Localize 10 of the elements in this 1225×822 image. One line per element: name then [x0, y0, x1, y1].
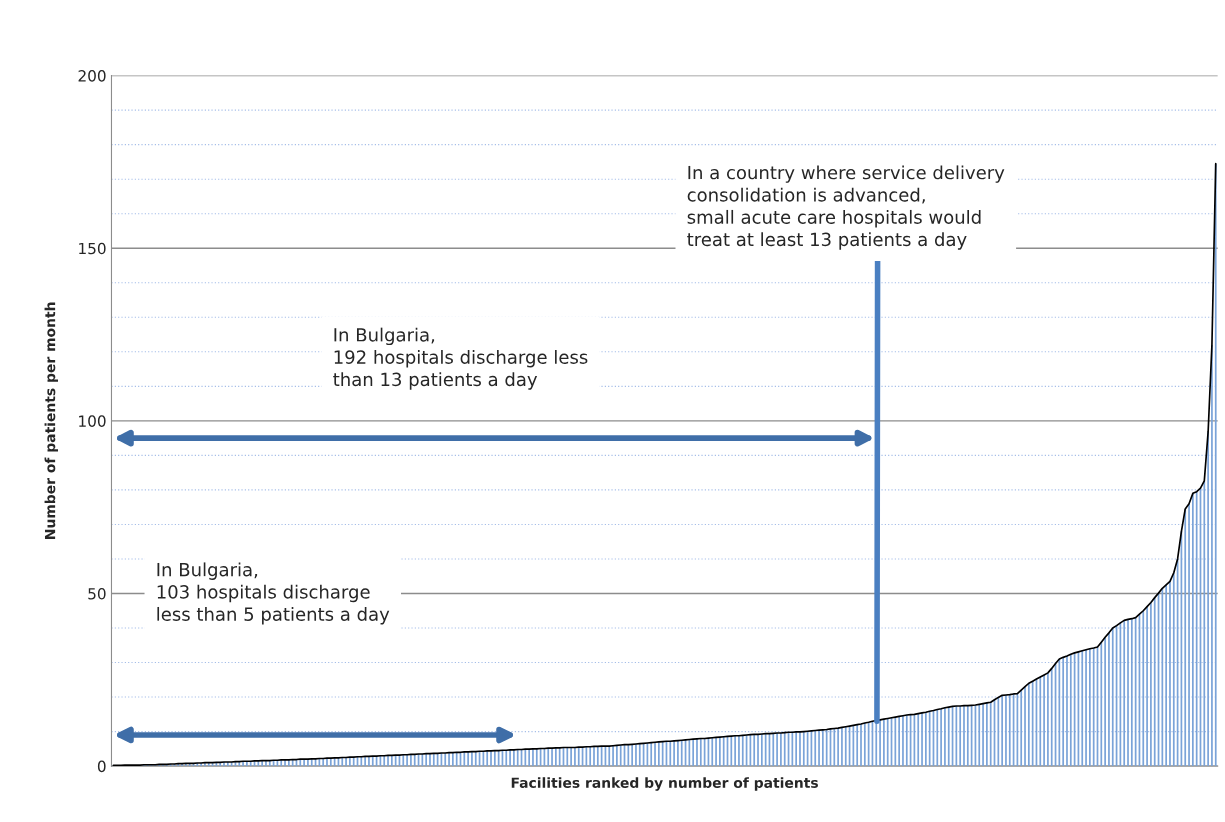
annotation: In Bulgaria, 192 hospitals discharge less than 13 patients a day [333, 327, 588, 390]
y-tick-label: 150 [79, 242, 106, 255]
annotation: In a country where service delivery consolidation is advanced, small acute care hospitals would treat at least 13 patients a day [687, 165, 1005, 250]
y-tick-label: 100 [79, 415, 106, 427]
y-tick-label: 0 [97, 760, 106, 773]
x-axis-title: Facilities ranked by number of patients [511, 777, 818, 791]
y-tick-label: 200 [78, 70, 106, 82]
y-tick-label: 50 [88, 587, 106, 600]
annotation: In Bulgaria, 103 hospitals discharge less than 5 patients a day [157, 562, 390, 625]
y-axis-title: Number of patients per month [44, 302, 59, 539]
